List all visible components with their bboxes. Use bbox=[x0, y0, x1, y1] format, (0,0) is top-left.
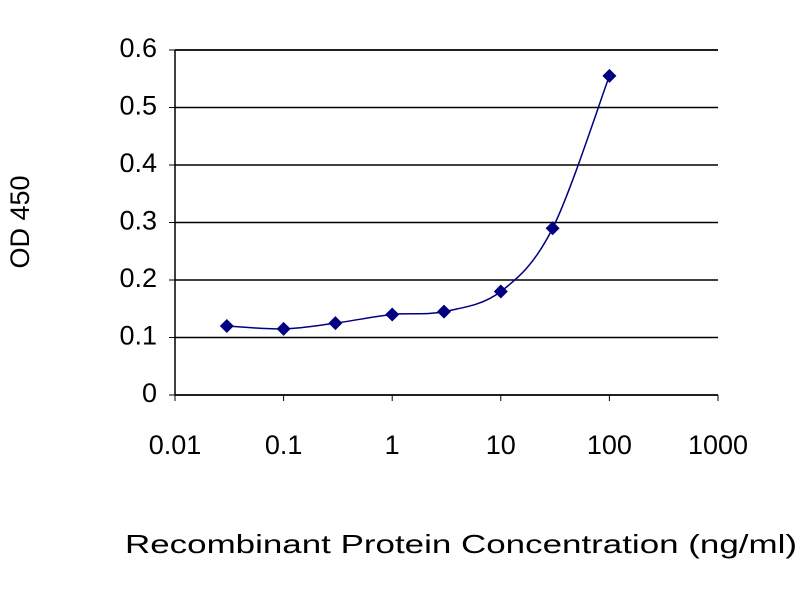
x-axis-title: Recombinant Protein Concentration (ng/ml… bbox=[125, 529, 797, 559]
marker bbox=[328, 316, 343, 331]
y-tick-label: 0 bbox=[142, 378, 157, 408]
x-tick-label: 1000 bbox=[688, 430, 748, 460]
y-tick-label: 0.3 bbox=[119, 206, 157, 236]
marker bbox=[602, 68, 617, 83]
x-tick-label: 0.01 bbox=[149, 430, 202, 460]
y-tick-label: 0.5 bbox=[119, 91, 157, 121]
x-tick-label: 0.1 bbox=[265, 430, 303, 460]
line bbox=[226, 75, 611, 330]
y-tick-label: 0.6 bbox=[119, 33, 157, 63]
y-tick-label: 0.1 bbox=[119, 321, 157, 351]
y-tick-label: 0.2 bbox=[119, 263, 157, 293]
marker bbox=[276, 321, 291, 336]
marker bbox=[437, 304, 452, 319]
marker bbox=[545, 221, 560, 236]
x-tick-label: 1 bbox=[385, 430, 400, 460]
x-tick-label: 10 bbox=[486, 430, 516, 460]
y-axis-title: OD 450 bbox=[5, 175, 35, 268]
y-tick-label: 0.4 bbox=[119, 148, 157, 178]
marker bbox=[493, 284, 508, 299]
x-tick-label: 100 bbox=[587, 430, 632, 460]
marker bbox=[219, 319, 234, 333]
marker bbox=[385, 307, 400, 322]
